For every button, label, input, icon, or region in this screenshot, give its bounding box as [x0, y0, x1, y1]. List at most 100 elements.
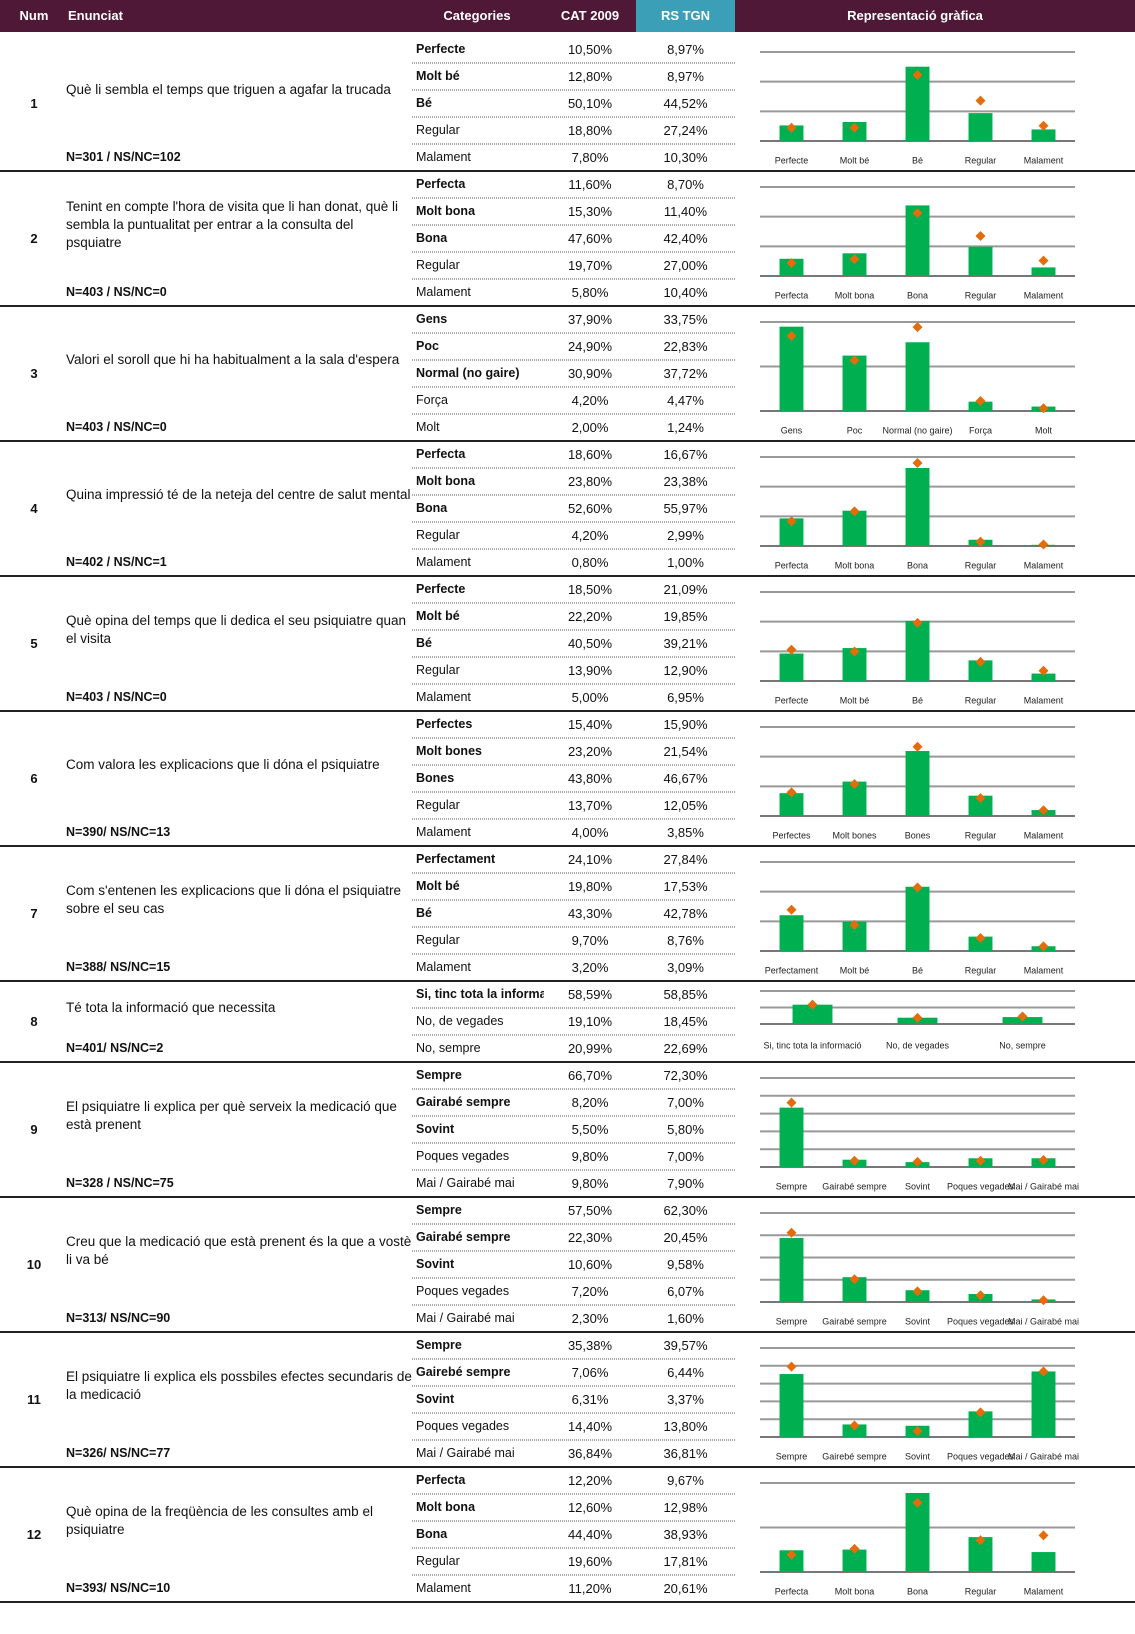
rstgn-value: 7,00% [667, 1095, 704, 1110]
x-axis-label: Sovint [905, 1181, 931, 1191]
bar [968, 1537, 993, 1572]
rstgn-value: 16,67% [663, 447, 708, 462]
cat2009-value: 7,20% [571, 1284, 609, 1299]
x-axis-label: Sempre [776, 1451, 808, 1461]
header-enunciat: Enunciat [68, 8, 123, 23]
bar [968, 936, 993, 951]
category-name: Perfecta [416, 447, 466, 461]
x-axis-label: Poques vegades [947, 1181, 1015, 1191]
category-name: Sempre [416, 1338, 462, 1352]
cat2009-value: 43,30% [567, 906, 613, 921]
rstgn-value: 10,30% [663, 150, 708, 165]
cat2009-value: 18,60% [567, 447, 613, 462]
rstgn-value: 6,95% [667, 690, 704, 705]
x-axis-label: Normal (no gaire) [882, 425, 952, 435]
cat2009-value: 23,20% [567, 744, 613, 759]
x-axis-label: No, de vegades [886, 1040, 950, 1050]
rstgn-value: 9,67% [667, 1473, 704, 1488]
question-text: Com valora les explicacions que li dóna … [66, 757, 380, 772]
x-axis-label: Mai / Gairabé mai [1008, 1316, 1079, 1326]
question-n: N=403 / NS/NC=0 [66, 420, 167, 434]
x-axis-label: Molt bé [840, 965, 870, 975]
rstgn-value: 39,57% [663, 1338, 708, 1353]
category-name: Perfecte [416, 42, 466, 56]
category-name: Força [416, 393, 448, 407]
x-axis-label: Regular [965, 1586, 997, 1596]
rstgn-value: 44,52% [663, 96, 708, 111]
marker [1038, 1154, 1049, 1165]
rstgn-value: 20,61% [663, 1581, 708, 1596]
category-name: Bé [416, 636, 432, 650]
category-name: Gens [416, 312, 448, 326]
question-n: N=388/ NS/NC=15 [66, 960, 171, 974]
category-name: Malament [416, 690, 471, 704]
bar [968, 246, 993, 276]
marker [786, 258, 797, 269]
category-name: Sovint [416, 1122, 455, 1136]
rstgn-value: 12,90% [663, 663, 708, 678]
question-n: N=403 / NS/NC=0 [66, 690, 167, 704]
category-name: Sovint [416, 1392, 455, 1406]
x-axis-label: Regular [965, 560, 997, 570]
rstgn-value: 10,40% [663, 285, 708, 300]
bar [779, 793, 804, 816]
x-axis-label: Sovint [905, 1316, 931, 1326]
cat2009-value: 37,90% [567, 312, 613, 327]
header-rstgn: RS TGN [636, 0, 735, 32]
bar [779, 326, 804, 411]
marker [1038, 1366, 1049, 1377]
marker [786, 122, 797, 133]
cat2009-value: 19,70% [567, 258, 613, 273]
bar [779, 653, 804, 681]
bar [779, 125, 804, 141]
x-axis-label: Sovint [905, 1451, 931, 1461]
cat2009-value: 23,80% [567, 474, 613, 489]
x-axis-label: Perfecte [775, 155, 809, 165]
rstgn-value: 18,45% [663, 1014, 708, 1029]
category-name: Regular [416, 798, 460, 812]
x-axis-label: Bé [912, 695, 923, 705]
cat2009-value: 11,20% [568, 1581, 612, 1596]
x-axis-label: Bones [905, 830, 931, 840]
category-name: Sovint [416, 1257, 455, 1271]
question-text: Com s'entenen les explicacions que li dó… [66, 883, 402, 916]
cat2009-value: 52,60% [567, 501, 613, 516]
category-name: Regular [416, 123, 460, 137]
cat2009-value: 7,80% [571, 150, 609, 165]
cat2009-value: 9,80% [571, 1149, 609, 1164]
rstgn-value: 36,81% [663, 1446, 708, 1461]
cat2009-value: 13,90% [567, 663, 613, 678]
cat2009-value: 5,00% [571, 690, 609, 705]
bar [779, 1550, 804, 1572]
marker [912, 617, 923, 628]
rstgn-value: 15,90% [663, 717, 708, 732]
question-n: N=301 / NS/NC=102 [66, 150, 181, 164]
bar [779, 1374, 804, 1437]
category-name: No, sempre [416, 1041, 481, 1055]
bar [905, 886, 930, 951]
x-axis-label: Molt bé [840, 155, 870, 165]
marker [975, 536, 986, 547]
cat2009-value: 9,70% [571, 933, 609, 948]
x-axis-label: Regular [965, 965, 997, 975]
bar [1031, 267, 1056, 276]
x-axis-label: Gairabé sempre [822, 1316, 887, 1326]
category-name: Gairabé sempre [416, 1230, 511, 1244]
cat2009-value: 15,40% [567, 717, 613, 732]
bar [905, 751, 930, 816]
x-axis-label: Regular [965, 155, 997, 165]
rstgn-value: 55,97% [663, 501, 708, 516]
cat2009-value: 12,80% [567, 69, 613, 84]
category-name: Regular [416, 258, 460, 272]
marker [1038, 1530, 1049, 1541]
marker [1038, 539, 1049, 550]
category-name: Regular [416, 663, 460, 677]
cat2009-value: 7,06% [571, 1365, 609, 1380]
rstgn-value: 17,53% [663, 879, 708, 894]
x-axis-label: Poques vegades [947, 1316, 1015, 1326]
marker [912, 208, 923, 219]
marker [786, 516, 797, 527]
x-axis-label: Malament [1024, 1586, 1064, 1596]
rstgn-value: 3,09% [667, 960, 704, 975]
